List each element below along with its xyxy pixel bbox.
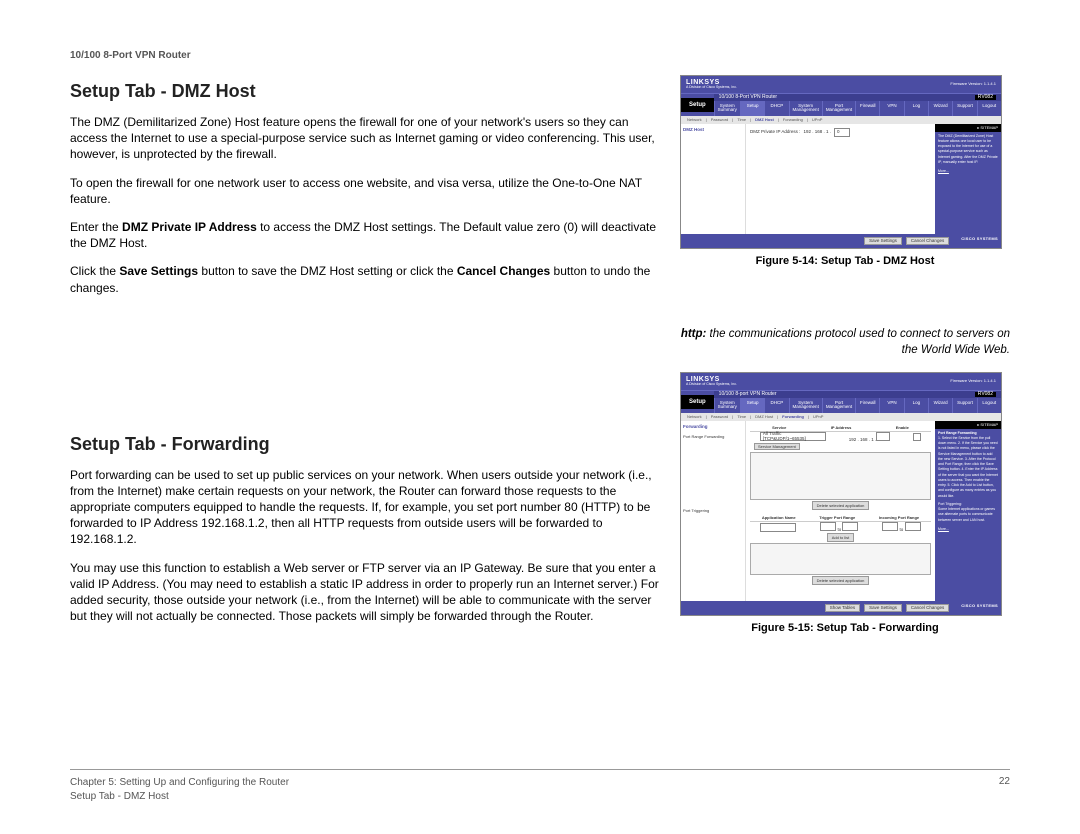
dmz-ip-input[interactable]: 0 [834, 128, 850, 137]
section1-p2: To open the firewall for one network use… [70, 175, 660, 207]
save-button[interactable]: Save Settings [864, 604, 902, 613]
add-list-button[interactable]: Add to list [827, 533, 855, 542]
section2-title: Setup Tab - Forwarding [70, 434, 660, 455]
sitemap-link[interactable]: ▸ SITEMAP [935, 124, 1001, 132]
nav-tabs[interactable]: System Summary Setup DHCP System Managem… [714, 101, 1001, 116]
show-tables-button[interactable]: Show Tables [825, 604, 860, 613]
cisco-logo: CISCO SYSTEMS [961, 237, 998, 246]
footer-chapter: Chapter 5: Setting Up and Configuring th… [70, 776, 289, 790]
page-footer: Chapter 5: Setting Up and Configuring th… [70, 769, 1010, 804]
footer-section: Setup Tab - DMZ Host [70, 790, 289, 804]
setup-label: Setup [681, 98, 714, 112]
service-select[interactable]: All Traffic [TCP&UDP/1~65535] [760, 432, 826, 441]
section1-title: Setup Tab - DMZ Host [70, 81, 660, 102]
text-column: Setup Tab - DMZ Host The DMZ (Demilitari… [70, 75, 660, 654]
figure-column: LINKSYS A Division of Cisco Systems, Inc… [680, 75, 1010, 654]
svc-mgmt-button[interactable]: Service Management [754, 443, 800, 450]
sub-tabs[interactable]: Network| Password| Time| DMZ Host| Forwa… [681, 116, 1001, 124]
nav-tabs[interactable]: System Summary Setup DHCP System Managem… [714, 398, 1001, 413]
section2-p2: You may use this function to establish a… [70, 560, 660, 625]
section1-p4: Click the Save Settings button to save t… [70, 263, 660, 295]
figure2-caption: Figure 5-15: Setup Tab - Forwarding [680, 622, 1010, 634]
section1-p1: The DMZ (Demilitarized Zone) Host featur… [70, 114, 660, 163]
figure1-screenshot: LINKSYS A Division of Cisco Systems, Inc… [680, 75, 1002, 249]
cancel-button[interactable]: Cancel Changes [906, 604, 949, 613]
figure1-caption: Figure 5-14: Setup Tab - DMZ Host [680, 255, 1010, 267]
http-note: http: the communications protocol used t… [680, 327, 1010, 358]
cisco-logo: CISCO SYSTEMS [961, 604, 998, 613]
left-label: DMZ Host [681, 124, 746, 234]
section2-p1: Port forwarding can be used to set up pu… [70, 467, 660, 548]
enable-checkbox[interactable] [913, 433, 921, 441]
cancel-button[interactable]: Cancel Changes [906, 237, 949, 246]
save-button[interactable]: Save Settings [864, 237, 902, 246]
delete-button[interactable]: Delete selected application [812, 501, 870, 510]
figure2-screenshot: LINKSYS A Division of Cisco Systems, Inc… [680, 372, 1002, 616]
page-number: 22 [999, 776, 1010, 804]
doc-header: 10/100 8-Port VPN Router [70, 50, 1010, 61]
section1-p3: Enter the DMZ Private IP Address to acce… [70, 219, 660, 251]
